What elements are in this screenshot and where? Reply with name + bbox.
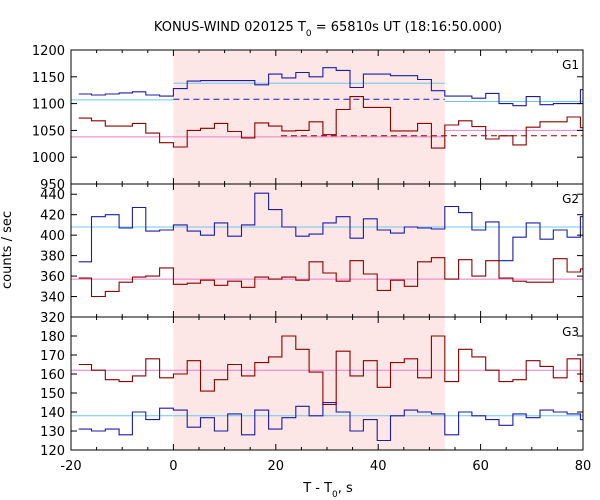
y-tick-label: 170 <box>40 349 65 364</box>
y-tick-label: 160 <box>40 368 65 383</box>
burst-interval-shade <box>173 50 445 450</box>
y-tick-label: 1100 <box>32 98 65 113</box>
panel-g1: 950 1000 1050 1100 1150 1200 G1 <box>32 44 584 193</box>
y-tick-label: 440 <box>40 188 65 203</box>
x-tick-label: 40 <box>370 459 387 474</box>
x-tick-label: -20 <box>60 459 81 474</box>
y-tick-label: 340 <box>40 291 65 306</box>
panel-label: G2 <box>562 192 579 206</box>
y-tick-label: 1200 <box>32 44 65 59</box>
y-tick-label: 380 <box>40 250 65 265</box>
x-tick-label: 80 <box>575 459 592 474</box>
x-tick-label: 60 <box>472 459 489 474</box>
y-tick-label: 1000 <box>32 151 65 166</box>
y-tick-label: 140 <box>40 406 65 421</box>
title-rest: = 65810s UT (18:16:50.000) <box>312 20 502 35</box>
x-tick-label: 0 <box>169 459 177 474</box>
y-axis-title: counts / sec <box>0 211 15 289</box>
lightcurve-blue-g3 <box>78 401 583 442</box>
xlabel-main: T - T <box>302 481 332 496</box>
y-tick-label: 400 <box>40 229 65 244</box>
title-main: KONUS-WIND 020125 T <box>154 20 306 35</box>
x-tick-label: 20 <box>268 459 285 474</box>
y-tick-label: 950 <box>40 178 65 193</box>
lightcurve-blue-g2 <box>78 192 583 263</box>
y-tick-label: 420 <box>40 209 65 224</box>
xlabel-subscript: 0 <box>332 490 338 500</box>
y-tick-label: 180 <box>40 330 65 345</box>
y-tick-label: 320 <box>40 311 65 326</box>
y-tick-label: 1150 <box>32 71 65 86</box>
title-subscript: 0 <box>306 29 312 39</box>
chart-title: KONUS-WIND 020125 T0 = 65810s UT (18:16:… <box>154 20 502 39</box>
y-tick-label: 1050 <box>32 124 65 139</box>
y-tick-label: 120 <box>40 444 65 459</box>
x-axis-title: T - T0, s <box>302 481 353 500</box>
y-tick-label: 360 <box>40 270 65 285</box>
lightcurve-red-g1 <box>78 96 583 149</box>
panel-g2: 320 340 360 380 400 420 440 G2 <box>40 183 584 326</box>
xlabel-rest: , s <box>338 481 353 496</box>
lightcurve-red-g3 <box>78 335 583 405</box>
panel-g3: 120 130 140 150 160 170 180 G3 <box>40 316 584 459</box>
y-tick-label: 130 <box>40 425 65 440</box>
panel-label: G3 <box>562 325 579 339</box>
panel-label: G1 <box>562 58 579 72</box>
lightcurve-blue-g1 <box>78 67 583 107</box>
lightcurve-red-g2 <box>78 257 583 298</box>
plot-area: 95010001050110011501200G1320340360380400… <box>32 44 591 474</box>
y-tick-label: 150 <box>40 387 65 402</box>
